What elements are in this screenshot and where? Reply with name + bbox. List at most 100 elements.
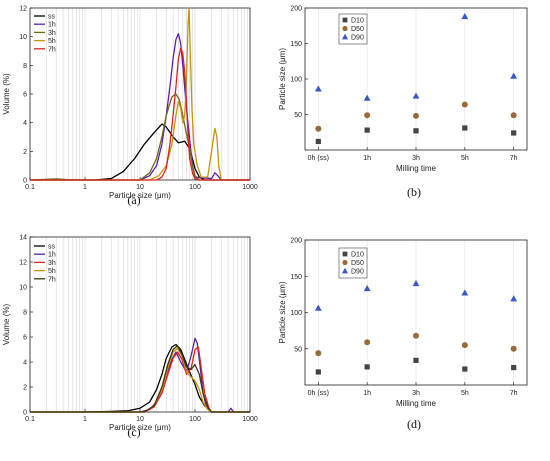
x-tick-label: 1h xyxy=(363,390,371,397)
panel-label: (a) xyxy=(127,193,140,207)
y-tick-label: 14 xyxy=(19,235,27,242)
legend-label: D10 xyxy=(351,252,364,259)
point-D50 xyxy=(413,332,419,339)
legend-marker-D50 xyxy=(342,259,348,266)
point-D90 xyxy=(314,85,322,92)
legend-label: D50 xyxy=(351,26,364,33)
point-D90 xyxy=(412,279,420,287)
point-D10 xyxy=(364,127,370,133)
point-D50 xyxy=(510,112,517,119)
y-tick-label: 100 xyxy=(290,310,302,317)
x-tick-label: 3h xyxy=(412,155,420,162)
y-tick-label: 100 xyxy=(290,77,302,84)
point-D90 xyxy=(412,92,420,99)
x-axis-label: Milling time xyxy=(396,164,437,173)
legend-label: 3h xyxy=(48,260,56,267)
y-tick-label: 6 xyxy=(23,92,27,99)
y-axis-label: Volume (%) xyxy=(2,73,11,115)
point-D50 xyxy=(364,112,371,119)
y-tick-label: 2 xyxy=(23,385,27,392)
y-axis-label: Particle size (μm) xyxy=(278,48,287,110)
x-tick-label: 3h xyxy=(412,390,420,397)
x-tick-label: 5h xyxy=(461,155,469,162)
legend-label: D10 xyxy=(351,18,364,25)
legend-label: D50 xyxy=(351,260,364,267)
point-D50 xyxy=(315,125,322,132)
y-tick-label: 200 xyxy=(290,238,302,245)
point-D90 xyxy=(363,94,371,101)
point-D90 xyxy=(314,304,322,311)
legend-label: D90 xyxy=(351,269,364,276)
y-tick-label: 10 xyxy=(19,34,27,41)
x-tick-label: 1h xyxy=(363,155,371,162)
y-tick-label: 10 xyxy=(19,285,27,292)
x-axis-label: Particle size (μm) xyxy=(109,191,171,200)
x-tick-label: 1000 xyxy=(242,184,258,191)
series-line-ss xyxy=(30,123,250,181)
legend-label: 3h xyxy=(48,30,56,37)
y-tick-label: 4 xyxy=(23,360,27,367)
legend-label: 1h xyxy=(48,22,56,29)
x-tick-label: 5h xyxy=(461,390,469,397)
chart-panel-2: 50 100 150 200 0h (ss) 1h 3h 5h 7h Milling time Pa… xyxy=(278,6,528,199)
legend-label: ss xyxy=(48,14,56,21)
point-D10 xyxy=(364,364,370,370)
point-D10 xyxy=(511,130,517,136)
legend-marker-D90 xyxy=(342,267,348,274)
y-axis-label: Volume (%) xyxy=(2,303,11,345)
x-tick-label: 0h (ss) xyxy=(308,390,329,397)
y-tick-label: 12 xyxy=(19,6,27,13)
x-tick-label: 10 xyxy=(136,184,144,191)
point-D50 xyxy=(364,339,371,346)
point-D10 xyxy=(413,357,419,363)
point-D90 xyxy=(461,289,469,296)
series-line-1h xyxy=(30,33,250,181)
y-tick-label: 4 xyxy=(23,120,27,127)
y-tick-label: 8 xyxy=(23,63,27,70)
y-tick-label: 200 xyxy=(290,6,302,13)
point-D10 xyxy=(413,128,419,134)
series-line-3h xyxy=(30,346,250,413)
point-D90 xyxy=(461,12,469,20)
legend-label: 7h xyxy=(48,46,56,53)
legend-marker-D10 xyxy=(342,17,348,23)
point-D10 xyxy=(511,365,517,371)
series-line-ss xyxy=(30,343,250,413)
panel-label: (c) xyxy=(127,425,140,439)
legend-label: 5h xyxy=(48,268,56,275)
series-line-7h xyxy=(30,47,250,181)
y-axis-label: Particle size (μm) xyxy=(278,281,287,343)
x-tick-label: 7h xyxy=(510,155,518,162)
y-tick-label: 8 xyxy=(23,310,27,317)
chart-panel-1: 0 2 4 6 8 10 12 0.1 1 10 100 1000 Particle size (μm)… xyxy=(2,6,258,208)
point-D10 xyxy=(462,125,468,131)
legend-label: 1h xyxy=(48,252,56,259)
chart-panel-3: 0 2 4 6 8 10 12 14 0.1 1 10 100 1000 Particle size (μ… xyxy=(2,235,258,440)
x-axis-label: Milling time xyxy=(396,399,437,408)
legend-label: D90 xyxy=(351,35,364,42)
legend-marker-D50 xyxy=(342,25,348,32)
y-tick-label: 2 xyxy=(23,149,27,156)
y-tick-label: 150 xyxy=(290,41,302,48)
point-D10 xyxy=(315,369,321,375)
x-tick-label: 100 xyxy=(189,184,201,191)
y-tick-label: 6 xyxy=(23,335,27,342)
y-tick-label: 0 xyxy=(23,410,27,417)
chart-panel-4: 50 100 150 200 0h (ss) 1h 3h 5h 7h Milling time Pa… xyxy=(278,238,528,431)
x-tick-label: 7h xyxy=(510,390,518,397)
point-D50 xyxy=(315,350,322,357)
point-D90 xyxy=(363,284,371,292)
x-tick-label: 10 xyxy=(136,416,144,423)
panel-label: (d) xyxy=(407,417,421,431)
point-D90 xyxy=(510,72,518,79)
point-D90 xyxy=(510,295,518,302)
x-axis-label: Particle size (μm) xyxy=(109,423,171,432)
legend-marker-D10 xyxy=(342,251,348,257)
y-tick-label: 12 xyxy=(19,260,27,267)
y-tick-label: 50 xyxy=(294,112,302,119)
x-tick-label: 1000 xyxy=(242,416,258,423)
